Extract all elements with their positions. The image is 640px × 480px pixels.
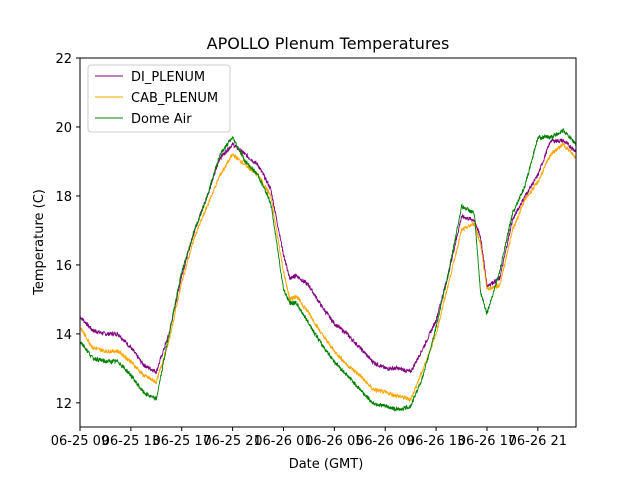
y-tick-label: 14 <box>55 328 72 343</box>
y-tick-label: 22 <box>55 52 72 67</box>
y-tick-label: 18 <box>55 190 72 205</box>
x-tick-label: 06-25 17 <box>153 434 211 449</box>
x-tick-label: 06-26 09 <box>356 434 414 449</box>
series-line-cab-plenum <box>79 141 577 403</box>
x-tick-label: 06-26 17 <box>458 434 516 449</box>
x-tick-label: 06-26 01 <box>254 434 312 449</box>
x-tick-label: 06-25 09 <box>51 434 109 449</box>
y-tick-label: 16 <box>55 259 72 274</box>
x-axis-label: Date (GMT) <box>289 457 364 472</box>
series-line-dome-air <box>79 128 577 412</box>
x-tick-label: 06-25 21 <box>203 434 261 449</box>
x-tick-label: 06-26 05 <box>305 434 363 449</box>
legend-label-cab-plenum: CAB_PLENUM <box>131 91 218 106</box>
legend-box <box>87 64 231 133</box>
x-tick-label: 06-26 13 <box>407 434 465 449</box>
legend: DI_PLENUM CAB_PLENUM Dome Air <box>87 64 231 133</box>
chart-title: APOLLO Plenum Temperatures <box>207 34 450 53</box>
legend-label-di-plenum: DI_PLENUM <box>131 70 205 85</box>
y-tick-label: 12 <box>55 397 72 412</box>
series-line-di-plenum <box>79 137 577 375</box>
plot-frame <box>79 57 577 428</box>
x-tick-label: 06-26 21 <box>509 434 567 449</box>
series-layer <box>79 128 577 412</box>
y-tick-label: 20 <box>55 121 72 136</box>
legend-label-dome-air: Dome Air <box>131 112 192 127</box>
x-tick-label: 06-25 13 <box>102 434 160 449</box>
y-axis-label: Temperature (C) <box>32 189 47 296</box>
